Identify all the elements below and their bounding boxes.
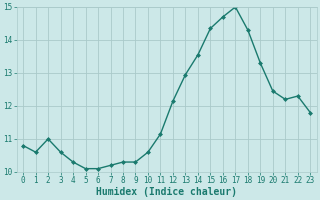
X-axis label: Humidex (Indice chaleur): Humidex (Indice chaleur) xyxy=(96,186,237,197)
